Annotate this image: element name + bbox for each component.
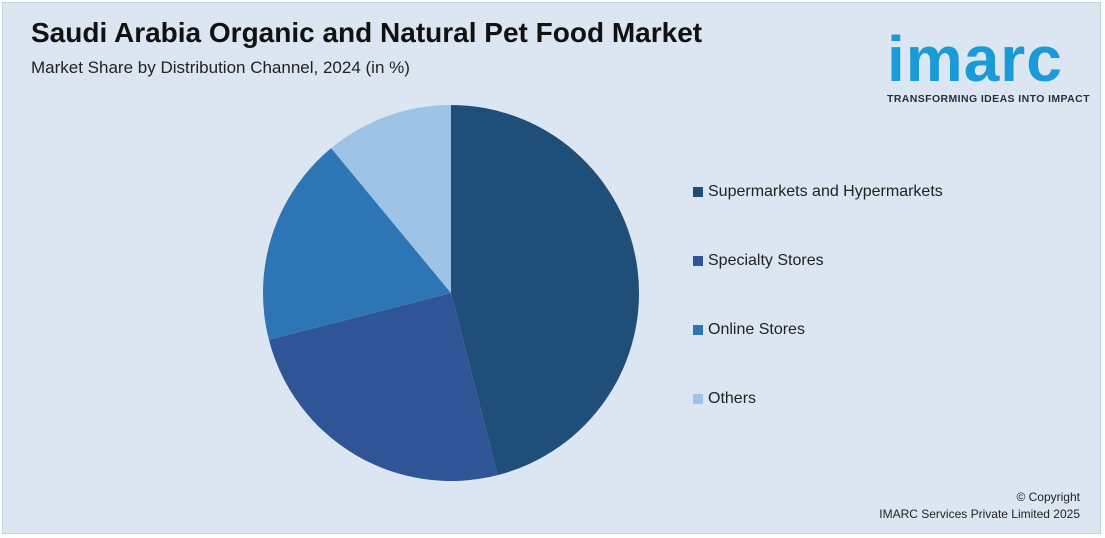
legend-label: Online Stores [708, 321, 805, 338]
copyright-label: © Copyright [1016, 490, 1080, 504]
pie-slice-others [331, 105, 451, 293]
legend-label: Specialty Stores [708, 252, 824, 269]
pie-chart [263, 105, 639, 481]
legend-item-supermarkets-and-hypermarkets: Supermarkets and Hypermarkets [693, 183, 943, 201]
legend-label: Supermarkets and Hypermarkets [708, 183, 943, 200]
logo-wordmark: imarc [887, 23, 1063, 95]
legend-swatch [693, 325, 703, 335]
pie-slices [263, 105, 639, 481]
legend-swatch [693, 256, 703, 266]
legend-swatch [693, 187, 703, 197]
logo-tagline: TRANSFORMING IDEAS INTO IMPACT [887, 93, 1090, 105]
pie-slice-specialty-stores [268, 293, 498, 481]
pie-slice-supermarkets-and-hypermarkets [451, 105, 639, 476]
chart-subtitle: Market Share by Distribution Channel, 20… [31, 58, 410, 77]
legend-label: Others [708, 390, 757, 407]
legend-item-specialty-stores: Specialty Stores [693, 252, 824, 270]
pie-slice-online-stores [263, 148, 451, 340]
copyright-footer: © Copyright IMARC Services Private Limit… [879, 489, 1080, 523]
imarc-logo: imarc TRANSFORMING IDEAS INTO IMPACT [879, 11, 1097, 111]
legend-item-online-stores: Online Stores [693, 321, 805, 339]
legend-item-others: Others [693, 390, 756, 408]
chart-title: Saudi Arabia Organic and Natural Pet Foo… [31, 17, 703, 48]
copyright-company: IMARC Services Private Limited 2025 [879, 507, 1080, 521]
legend-swatch [693, 394, 703, 404]
